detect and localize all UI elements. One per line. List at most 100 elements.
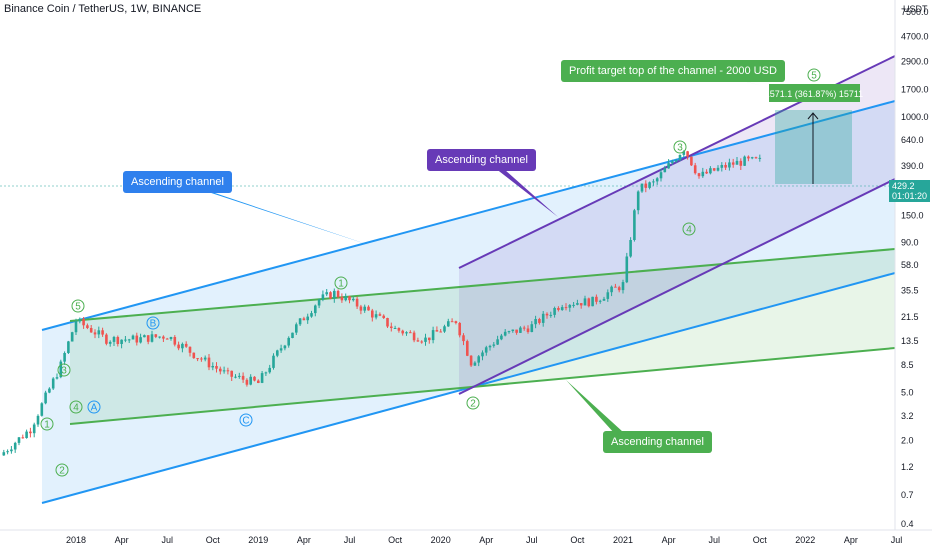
wave-label: 5 bbox=[75, 302, 81, 313]
candle-body bbox=[416, 340, 420, 342]
candle-body bbox=[758, 157, 762, 159]
target-measure-label: 1571.1 (361.87%) 15711 bbox=[765, 89, 863, 99]
candle-body bbox=[355, 298, 359, 307]
green-channel-upper[interactable] bbox=[69, 248, 896, 322]
candle-body bbox=[249, 376, 252, 385]
wave-circle bbox=[87, 400, 101, 414]
candle-body bbox=[458, 323, 461, 336]
candle-body bbox=[606, 292, 610, 299]
candle-body bbox=[652, 181, 655, 183]
candle-body bbox=[412, 332, 416, 341]
candle-body bbox=[70, 332, 74, 342]
candle-body bbox=[671, 161, 674, 164]
candle-body bbox=[124, 339, 127, 341]
ascending-channel-bottom[interactable]: Ascending channel bbox=[603, 431, 712, 453]
candle-body bbox=[13, 442, 17, 450]
candle-body bbox=[530, 324, 534, 332]
candle-body bbox=[230, 370, 233, 377]
price-tick-label: 2900.0 bbox=[901, 57, 929, 67]
candle-body bbox=[325, 292, 328, 295]
ascending-channel-left[interactable]: Ascending channel bbox=[123, 171, 232, 193]
candle-body bbox=[257, 380, 260, 383]
candle-body bbox=[568, 305, 572, 308]
price-axis[interactable]: 12000.07500.04700.02900.01700.01000.0640… bbox=[901, 0, 932, 529]
candle-body bbox=[636, 191, 640, 211]
candle-body bbox=[86, 325, 89, 328]
candle-body bbox=[352, 298, 355, 301]
candle-body bbox=[116, 337, 120, 344]
candle-body bbox=[690, 156, 693, 166]
profit-target-callout[interactable]: Profit target top of the channel - 2000 … bbox=[561, 60, 785, 82]
wave-label: 1 bbox=[338, 279, 344, 290]
price-axis-bg bbox=[895, 0, 932, 550]
candle-body bbox=[750, 157, 754, 159]
candle-body bbox=[397, 328, 401, 331]
candle-body bbox=[541, 313, 545, 323]
candle-body bbox=[488, 345, 492, 348]
purple-channel-lower[interactable] bbox=[458, 178, 896, 395]
candle-body bbox=[17, 437, 21, 443]
time-axis[interactable]: 2018 Apr Jul Oct 2019 Apr Jul Oct 2020 Apr Jul Oct 2… bbox=[66, 535, 902, 545]
candle-body bbox=[276, 350, 279, 356]
candle-body bbox=[484, 347, 488, 353]
green-channel-fill bbox=[70, 249, 895, 424]
wave-circle bbox=[40, 417, 54, 431]
candle-body bbox=[238, 375, 241, 377]
candle-body bbox=[720, 165, 724, 168]
candle-body bbox=[549, 314, 553, 316]
candle-body bbox=[203, 357, 207, 360]
wave-circle bbox=[69, 400, 83, 414]
candle-body bbox=[348, 296, 351, 301]
wave-label: 3 bbox=[677, 143, 683, 154]
candle-body bbox=[462, 335, 465, 342]
candle-body bbox=[633, 210, 636, 240]
wave-markers: 1 2 3 4 5 A B C 1 2 3 4 5 bbox=[40, 68, 821, 477]
candle-body bbox=[564, 307, 568, 309]
candle-body bbox=[165, 338, 169, 340]
time-tick-label: Apr bbox=[479, 535, 493, 545]
candle-body bbox=[697, 173, 701, 177]
candle-body bbox=[2, 452, 6, 456]
candle-body bbox=[678, 155, 682, 161]
candle-body bbox=[321, 294, 325, 300]
candle-body bbox=[150, 334, 154, 342]
blue-channel-upper[interactable] bbox=[41, 100, 896, 331]
current-price: 429.2 bbox=[891, 181, 915, 191]
bottom-callout-pointer bbox=[566, 380, 623, 434]
candle-body bbox=[496, 339, 499, 345]
candle-body bbox=[188, 346, 192, 353]
candle-body bbox=[234, 376, 237, 378]
candle-body bbox=[219, 368, 222, 372]
price-tick-label: 2.0 bbox=[901, 435, 914, 445]
candle-body bbox=[648, 182, 651, 188]
candle-body bbox=[333, 290, 336, 299]
price-tick-label: 390.0 bbox=[901, 161, 924, 171]
candle-body bbox=[519, 327, 522, 333]
candle-body bbox=[435, 330, 439, 332]
candle-body bbox=[363, 306, 366, 311]
green-channel-lower[interactable] bbox=[69, 347, 896, 425]
wave-label: 2 bbox=[470, 399, 476, 410]
time-tick-label: Apr bbox=[662, 535, 676, 545]
price-tick-label: 1000.0 bbox=[901, 112, 929, 122]
time-tick-label: Jul bbox=[526, 535, 538, 545]
candle-body bbox=[51, 378, 55, 389]
candle-body bbox=[359, 306, 363, 311]
candle-body bbox=[306, 316, 309, 321]
candle-body bbox=[450, 321, 454, 323]
ascending-channel-mid[interactable]: Ascending channel bbox=[427, 149, 536, 171]
time-tick-label: Apr bbox=[844, 535, 858, 545]
candle-body bbox=[515, 329, 518, 333]
candle-body bbox=[739, 160, 743, 166]
candle-body bbox=[222, 370, 226, 372]
wave-label: 5 bbox=[811, 71, 817, 82]
blue-channel-fill bbox=[42, 101, 895, 503]
candle-body bbox=[587, 298, 591, 307]
candle-body bbox=[747, 156, 750, 159]
candle-body bbox=[374, 314, 378, 318]
candle-body bbox=[617, 287, 621, 291]
candle-body bbox=[272, 355, 275, 368]
candle-body bbox=[135, 335, 139, 343]
wave-circle bbox=[146, 316, 160, 330]
